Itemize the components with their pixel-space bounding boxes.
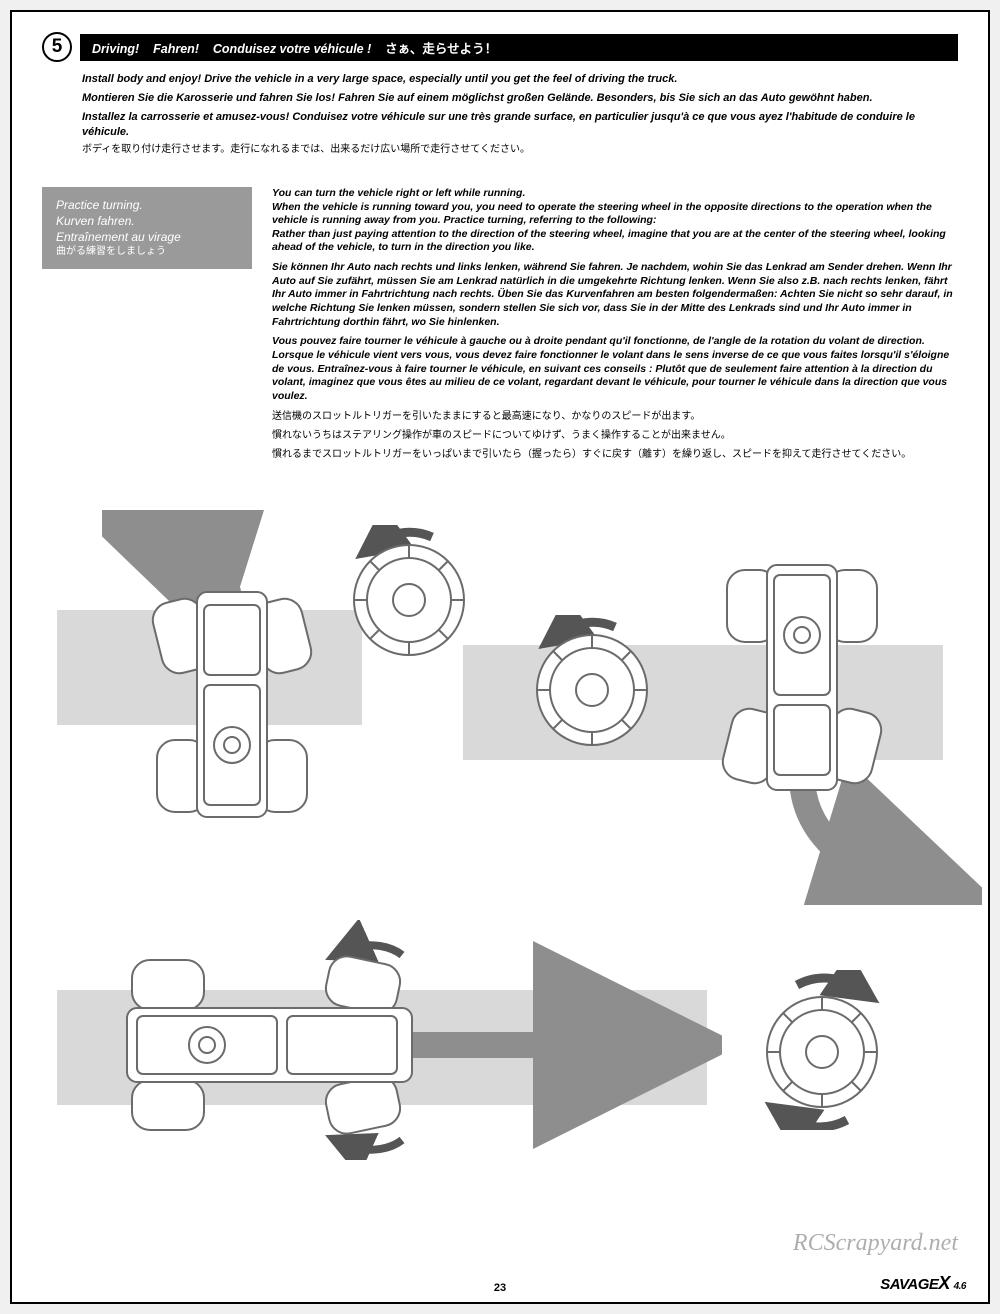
practice-text-jp1: 送信機のスロットルトリガーを引いたままにすると最高速になり、かなりのスピードが出… — [272, 409, 958, 424]
step-number: 5 — [52, 36, 63, 58]
step-title-fr: Conduisez votre véhicule ! — [213, 42, 371, 56]
practice-de: Kurven fahren. — [56, 213, 238, 229]
intro-block: Install body and enjoy! Drive the vehicl… — [82, 72, 958, 157]
practice-text-de: Sie können Ihr Auto nach rechts und link… — [272, 261, 958, 329]
practice-box: Practice turning. Kurven fahren. Entraîn… — [42, 187, 252, 269]
intro-jp: ボディを取り付け走行させます。走行になれるまでは、出来るだけ広い場所で走行させて… — [82, 143, 958, 157]
steering-wheel-left — [337, 525, 482, 670]
practice-en: Practice turning. — [56, 197, 238, 213]
practice-text-jp2: 慣れないうちはステアリング操作が車のスピードについてゆけず、うまく操作することが… — [272, 428, 958, 443]
practice-text-jp3: 慣れるまでスロットルトリガーをいっぱいまで引いたら（握ったら）すぐに戻す（離す）… — [272, 447, 958, 462]
step-title-bar: Driving! Fahren! Conduisez votre véhicul… — [80, 34, 958, 61]
intro-fr: Installez la carrosserie et amusez-vous!… — [82, 110, 958, 140]
practice-row: Practice turning. Kurven fahren. Entraîn… — [42, 187, 958, 469]
practice-fr: Entraînement au virage — [56, 229, 238, 245]
steering-wheel-right — [520, 615, 665, 760]
practice-text-fr: Vous pouvez faire tourner le véhicule à … — [272, 335, 958, 403]
step-title-en: Driving! — [92, 42, 139, 56]
diagram-area — [42, 490, 958, 1160]
product-logo: SAVAGEX 4.6 — [880, 1273, 966, 1294]
step-title-jp: さぁ、走らせよう！ — [385, 42, 497, 56]
practice-jp: 曲がる練習をしましょう — [56, 245, 238, 259]
manual-page: 5 Driving! Fahren! Conduisez votre véhic… — [10, 10, 990, 1304]
step-title-de: Fahren! — [153, 42, 199, 56]
practice-text-en2: When the vehicle is running toward you, … — [272, 201, 932, 227]
practice-text-en3: Rather than just paying attention to the… — [272, 228, 946, 254]
step-number-circle: 5 — [42, 32, 72, 62]
truck-top-right — [682, 545, 982, 905]
practice-text-en1: You can turn the vehicle right or left w… — [272, 187, 525, 199]
logo-text-3: 4.6 — [954, 1281, 966, 1292]
truck-bottom-straight — [102, 920, 722, 1160]
truck-top-left — [102, 510, 362, 830]
intro-de: Montieren Sie die Karosserie und fahren … — [82, 91, 958, 106]
logo-text-1: SAVAGE — [880, 1276, 938, 1293]
logo-text-2: X — [938, 1273, 950, 1293]
steering-wheel-straight — [742, 970, 902, 1130]
page-number: 23 — [12, 1282, 988, 1294]
watermark: RCScrapyard.net — [793, 1230, 958, 1257]
intro-en: Install body and enjoy! Drive the vehicl… — [82, 72, 958, 87]
practice-text: You can turn the vehicle right or left w… — [272, 187, 958, 469]
step-header: 5 Driving! Fahren! Conduisez votre véhic… — [42, 32, 958, 62]
